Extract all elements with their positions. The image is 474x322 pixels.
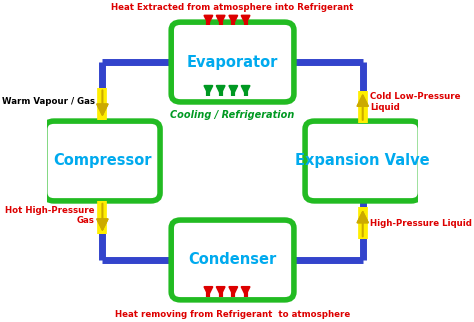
Text: Warm Vapour / Gas: Warm Vapour / Gas: [2, 98, 95, 107]
FancyBboxPatch shape: [45, 121, 160, 201]
Text: Cold Low-Pressure
Liquid: Cold Low-Pressure Liquid: [370, 92, 461, 112]
Text: Expansion Valve: Expansion Valve: [295, 154, 430, 168]
FancyBboxPatch shape: [171, 22, 294, 102]
Text: Heat removing from Refrigerant  to atmosphere: Heat removing from Refrigerant to atmosp…: [115, 310, 350, 319]
Text: Compressor: Compressor: [53, 154, 152, 168]
Text: Cooling / Refrigeration: Cooling / Refrigeration: [170, 110, 295, 120]
Text: Condenser: Condenser: [189, 252, 277, 268]
Text: Evaporator: Evaporator: [187, 54, 278, 70]
FancyBboxPatch shape: [305, 121, 420, 201]
Text: Heat Extracted from atmosphere into Refrigerant: Heat Extracted from atmosphere into Refr…: [111, 3, 354, 12]
FancyBboxPatch shape: [171, 220, 294, 300]
Text: High-Pressure Liquid: High-Pressure Liquid: [370, 219, 472, 228]
Text: Hot High-Pressure
Gas: Hot High-Pressure Gas: [6, 205, 95, 225]
